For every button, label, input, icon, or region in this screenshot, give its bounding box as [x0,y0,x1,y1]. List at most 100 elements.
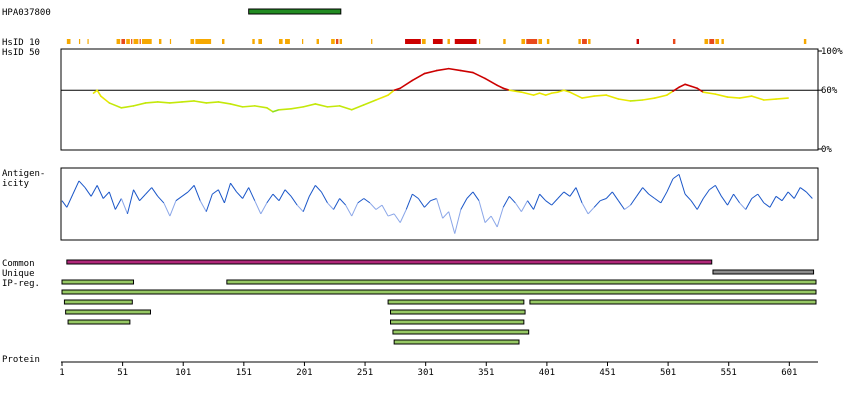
identity-line-segment [508,89,523,93]
identity-line-segment [393,87,402,91]
identity-line-segment [544,92,553,96]
antigenicity-line-segment [763,202,771,208]
hsid10-segment [66,39,71,44]
antigenicity-line-segment [527,200,534,210]
antigenicity-line-segment [799,187,807,193]
antigenicity-line-segment [333,198,341,210]
antigenicity-line-segment [278,189,286,201]
identity-line-segment [617,98,632,102]
antigenicity-line-segment [539,193,547,202]
antigenicity-line-segment [254,200,262,215]
ipreg-region-bar [67,319,131,325]
antigenicity-line-segment [520,200,528,212]
protein-axis-tick-label: 501 [660,368,676,378]
antigenicity-line-segment [751,193,759,199]
identity-line-segment [144,101,159,104]
protein-axis-tick-label: 551 [721,368,737,378]
identity-line-segment [550,91,559,94]
antigenicity-label-line2: icity [2,179,30,189]
antigenicity-line-segment [284,189,292,197]
identity-line-segment [702,91,717,95]
identity-line-segment [581,95,595,99]
antigenicity-line-segment [696,198,704,210]
antigenicity-line-segment [205,193,213,212]
antigenicity-line-segment [472,191,480,201]
antigenicity-line-segment [569,187,577,197]
antigenicity-panel-frame [60,167,819,241]
antigenicity-line-segment [757,193,765,204]
identity-line-segment [447,67,462,72]
ipreg-region-bar [61,289,817,295]
protein-axis-tick-label: 251 [357,368,373,378]
antigenicity-line-segment [721,196,728,206]
identity-line-segment [387,89,395,96]
identity-line-segment [538,92,547,96]
antigenicity-line-segment [593,200,601,208]
antigenicity-line-segment [363,198,371,204]
identity-series [92,67,789,113]
antigenicity-line-segment [636,187,644,197]
antigenicity-line-segment [545,200,553,206]
identity-line-segment [241,105,256,108]
unique-label: Unique [2,269,35,279]
identity-line-segment [678,83,686,89]
identity-line-segment [108,102,123,109]
antigenicity-line-segment [514,202,522,212]
antigenicity-line-segment [126,189,135,214]
hsid10-segment [222,39,225,44]
identity-y-ticks: 100% 60% 0% [818,47,843,155]
antigenicity-line-segment [320,191,328,204]
antigenicity-line-segment [339,198,347,206]
antigenicity-line-segment [690,200,698,210]
identity-line-segment [435,67,450,72]
antigenicity-line-segment [533,193,541,210]
antigenicity-line-segment [478,200,486,223]
identity-line-segment [672,86,680,92]
antigenicity-line-segment [466,191,474,199]
antigenicity-line-segment [575,187,583,204]
identity-line-segment [714,93,729,98]
antigenicity-line-segment [375,204,383,210]
antigenicity-line-segment [108,191,116,210]
antigenicity-line-segment [417,198,425,208]
identity-line-segment [229,103,244,108]
antigenicity-line-segment [454,209,462,234]
identity-line-segment [314,103,329,108]
identity-line-segment [375,94,389,101]
hsid10-segment [339,39,343,44]
antigenicity-line-segment [217,189,225,204]
antigenicity-line-segment [296,204,304,213]
identity-line-segment [763,98,777,101]
protein-axis-tick-label: 301 [418,368,434,378]
antigenicity-line-segment [508,195,516,204]
identity-line-segment [641,97,656,101]
ipreg-region-bar [63,299,133,305]
identity-line-segment [96,89,102,97]
identity-line-segment [132,102,147,107]
antigenicity-line-segment [327,202,334,210]
antigenicity-line-segment [369,202,377,210]
antigenicity-line-segment [642,187,650,195]
antigenicity-line-segment [805,191,813,199]
antigenicity-line-segment [102,191,110,199]
antigenicity-line-segment [430,198,437,202]
antigenicity-line-segment [630,196,638,206]
identity-line-segment [569,91,583,99]
identity-line-segment [775,97,789,100]
antigenicity-line-segment [424,200,431,208]
antigenicity-line-segment [387,213,395,217]
identity-line-segment [99,95,111,104]
antigenicity-line-segment [314,185,322,193]
identity-line-segment [272,109,280,113]
hsid10-segment [521,39,526,44]
identity-line-segment [484,77,498,87]
protein-axis-tick-label: 451 [599,368,615,378]
antigenicity-line-segment [120,198,128,215]
antigenicity-line-segment [745,198,753,210]
antigenicity-line-segment [624,204,631,210]
protein-axis-tick-label: 151 [236,368,252,378]
antigenicity-line-segment [169,200,177,217]
hsid10-segment [479,39,481,44]
identity-line-segment [502,87,511,91]
antigenicity-line-segment [90,185,98,197]
